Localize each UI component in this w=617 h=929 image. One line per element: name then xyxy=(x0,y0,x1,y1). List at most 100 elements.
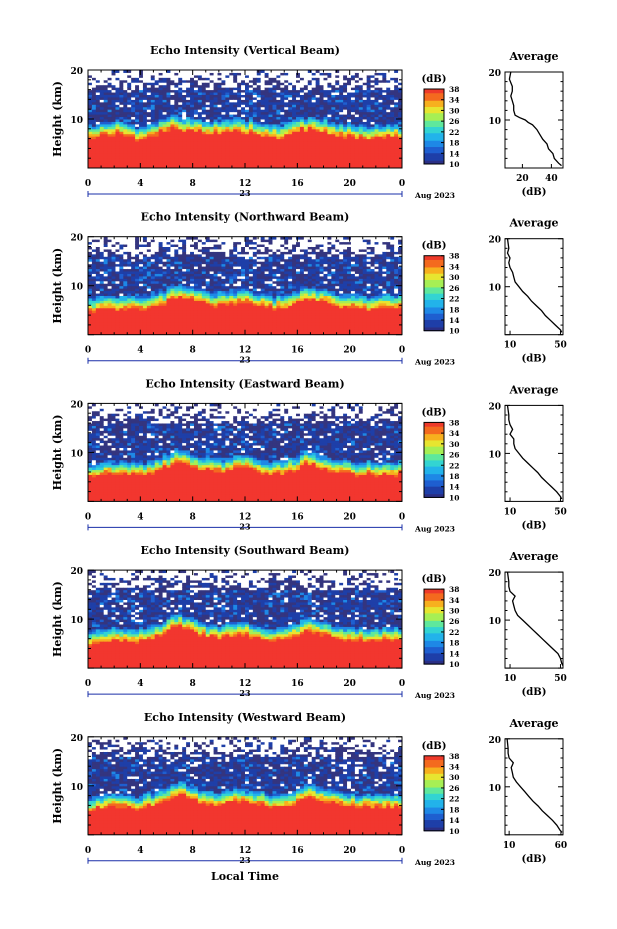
heatmap-cell xyxy=(221,116,226,120)
heatmap-cell xyxy=(103,241,109,245)
heatmap-cell xyxy=(248,104,254,108)
heatmap-cell xyxy=(296,121,301,125)
heatmap-cell xyxy=(139,268,144,272)
heatmap-cell xyxy=(174,241,179,245)
heatmap-cell xyxy=(103,87,109,91)
heatmap-cell xyxy=(307,143,313,147)
heatmap-cell xyxy=(268,106,273,110)
heatmap-cell xyxy=(374,160,379,164)
heatmap-cell xyxy=(186,273,191,277)
heatmap-cell xyxy=(115,141,120,144)
heatmap-cell xyxy=(362,158,368,162)
heatmap-cell xyxy=(350,128,356,132)
heatmap-cell xyxy=(178,324,183,328)
heatmap-cell xyxy=(237,82,242,86)
heatmap-cell xyxy=(197,315,203,319)
heatmap-cell xyxy=(335,119,340,122)
heatmap-cell xyxy=(190,94,195,98)
heatmap-cell xyxy=(213,119,219,122)
heatmap-cell xyxy=(256,158,262,162)
heatmap-cell xyxy=(260,109,266,113)
heatmap-cell xyxy=(205,70,211,73)
heatmap-cell xyxy=(174,320,179,323)
heatmap-cell xyxy=(154,136,160,140)
heatmap-cell xyxy=(162,158,167,162)
heatmap-cell xyxy=(190,310,195,314)
heatmap-cell xyxy=(209,300,215,304)
heatmap-cell xyxy=(88,327,93,331)
heatmap-cell xyxy=(390,126,395,130)
heatmap-cell xyxy=(166,153,171,157)
heatmap-cell xyxy=(296,143,301,147)
heatmap-cell xyxy=(225,119,230,122)
heatmap-cell xyxy=(296,82,301,86)
heatmap-cell xyxy=(135,92,140,95)
heatmap-cell xyxy=(115,244,120,247)
heatmap-cell xyxy=(131,261,136,265)
heatmap-cell xyxy=(358,119,364,122)
heatmap-cell xyxy=(103,101,109,105)
heatmap-cell xyxy=(221,290,226,294)
heatmap-cell xyxy=(154,295,160,299)
heatmap-cell xyxy=(343,82,348,86)
heatmap-cell xyxy=(178,101,183,105)
heatmap-cell xyxy=(299,84,305,88)
heatmap-cell xyxy=(280,82,285,86)
heatmap-cell xyxy=(354,143,360,147)
heatmap-cell xyxy=(225,153,230,157)
heatmap-cell xyxy=(213,116,219,120)
heatmap-cell xyxy=(115,280,120,284)
heatmap-cell xyxy=(146,244,152,247)
heatmap-cell xyxy=(205,293,211,296)
heatmap-cell xyxy=(127,99,132,103)
heatmap-cell xyxy=(99,273,105,277)
heatmap-cell xyxy=(193,82,199,86)
heatmap-cell xyxy=(111,268,116,272)
heatmap-cell xyxy=(91,256,97,260)
heatmap-cell xyxy=(370,87,376,91)
heatmap-cell xyxy=(99,121,105,125)
heatmap-cell xyxy=(95,141,101,144)
heatmap-cell xyxy=(146,77,152,81)
heatmap-cell xyxy=(99,312,105,316)
heatmap-cell xyxy=(398,150,402,154)
heatmap-cell xyxy=(382,143,387,147)
heatmap-cell xyxy=(205,114,211,118)
heatmap-cell xyxy=(139,293,144,296)
heatmap-cell xyxy=(327,143,332,147)
heatmap-cell xyxy=(339,119,344,122)
heatmap-cell xyxy=(233,101,238,105)
heatmap-cell xyxy=(229,248,234,252)
heatmap-cell xyxy=(123,278,128,282)
heatmap-cell xyxy=(394,153,399,157)
heatmap-cell xyxy=(103,77,109,81)
heatmap-cell xyxy=(241,136,246,140)
heatmap-cell xyxy=(111,101,116,105)
heatmap-cell xyxy=(127,89,132,93)
heatmap-cell xyxy=(115,271,120,274)
heatmap-cell xyxy=(205,244,211,247)
heatmap-cell xyxy=(123,327,128,331)
heatmap-cell xyxy=(221,273,226,277)
heatmap-cell xyxy=(174,119,179,122)
heatmap-cell xyxy=(327,72,332,76)
heatmap-cell xyxy=(115,116,120,120)
heatmap-cell xyxy=(154,92,160,95)
heatmap-cell xyxy=(382,158,387,162)
heatmap-cell xyxy=(319,89,324,93)
heatmap-cell xyxy=(245,160,250,164)
heatmap-cell xyxy=(331,109,336,113)
heatmap-cell xyxy=(107,106,113,110)
heatmap-cell xyxy=(119,324,124,328)
heatmap-cell xyxy=(182,101,187,105)
heatmap-cell xyxy=(162,114,167,118)
heatmap-cell xyxy=(299,123,305,127)
heatmap-cell xyxy=(339,70,344,73)
heatmap-cell xyxy=(115,131,120,135)
heatmap-cell xyxy=(139,280,144,284)
heatmap-cell xyxy=(158,263,164,267)
heatmap-cell xyxy=(123,263,128,267)
heatmap-cell xyxy=(111,246,116,250)
heatmap-cell xyxy=(237,84,242,88)
heatmap-cell xyxy=(135,285,140,289)
